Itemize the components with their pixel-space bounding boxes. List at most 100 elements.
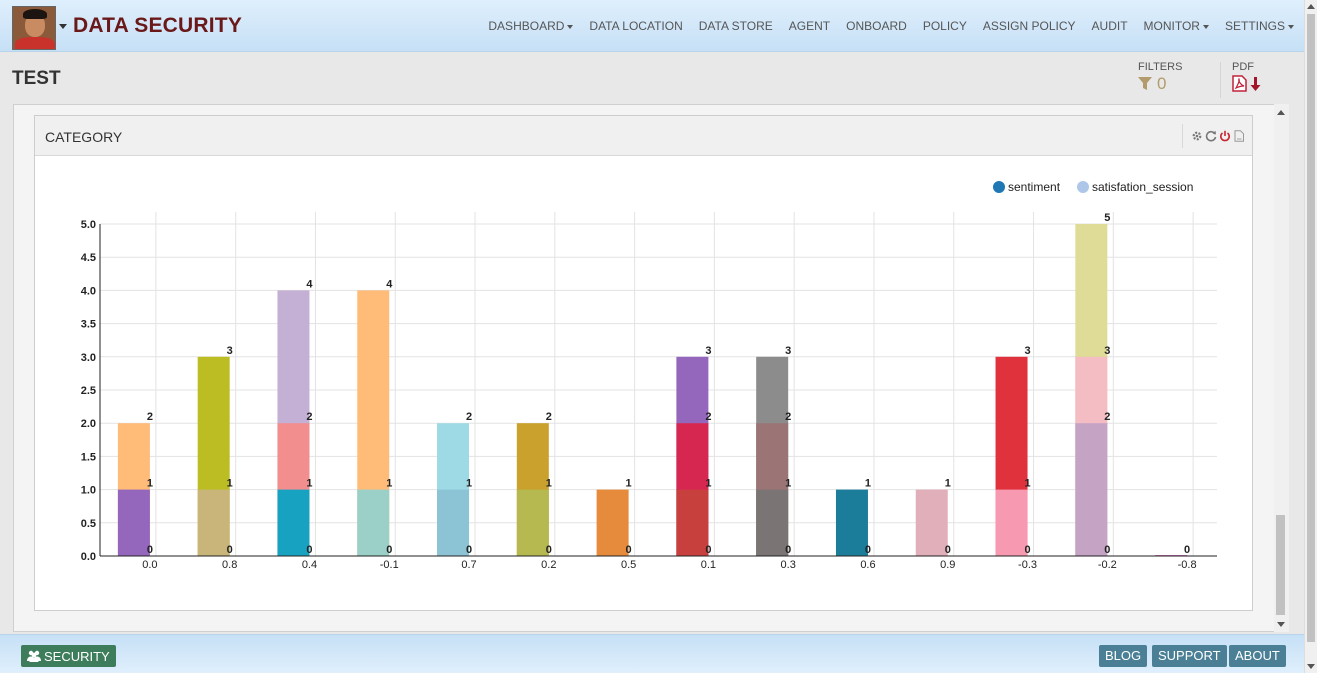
toolbar-divider: [1220, 62, 1221, 98]
x-tick-label: 0.9: [940, 559, 955, 571]
nav-audit[interactable]: AUDIT: [1091, 19, 1128, 33]
about-button[interactable]: ABOUT: [1229, 645, 1286, 667]
bar-segment[interactable]: [1075, 423, 1108, 556]
category-card: CATEGORY: [34, 115, 1253, 611]
support-button[interactable]: SUPPORT: [1152, 645, 1227, 667]
bar-segment[interactable]: [596, 489, 629, 556]
bar-segment[interactable]: [756, 489, 789, 556]
bar-value-label: 0: [1104, 544, 1110, 556]
y-tick-label: 1.0: [81, 485, 96, 497]
x-tick-label: -0.3: [1018, 559, 1037, 571]
legend-sentiment-label[interactable]: sentiment: [1008, 180, 1061, 194]
bar-value-label: 0: [227, 544, 233, 556]
bar-value-label: 1: [386, 478, 392, 490]
nav-settings[interactable]: SETTINGS: [1225, 19, 1294, 33]
legend-sentiment-swatch[interactable]: [993, 181, 1005, 193]
bar-value-label: 0: [386, 544, 392, 556]
security-button[interactable]: SECURITY: [21, 645, 116, 667]
brand-title: DATA SECURITY: [73, 14, 243, 37]
card-tools: [1182, 124, 1252, 148]
bar-value-label: 1: [147, 478, 153, 490]
window-scroll-down-icon[interactable]: [1307, 664, 1315, 669]
nav-policy[interactable]: POLICY: [922, 19, 967, 33]
bar-value-label: 3: [785, 345, 791, 357]
y-tick-label: 3.5: [81, 319, 96, 331]
nav-onboard[interactable]: ONBOARD: [846, 19, 907, 33]
nav-dashboard[interactable]: DASHBOARD: [488, 19, 573, 33]
bar-value-label: 0: [546, 544, 552, 556]
bar-value-label: 0: [147, 544, 153, 556]
gear-icon[interactable]: [1191, 130, 1203, 142]
legend-satisfation-session-label[interactable]: satisfation_session: [1092, 180, 1193, 194]
bar-value-label: 2: [466, 411, 472, 423]
window-scroll-thumb[interactable]: [1307, 14, 1315, 642]
scroll-up-icon[interactable]: [1277, 110, 1285, 115]
card-header: CATEGORY: [35, 116, 1252, 156]
bar-value-label: 1: [626, 478, 632, 490]
filters-control[interactable]: FILTERS 0: [1138, 61, 1182, 94]
footer-bar: SECURITY BLOG SUPPORT ABOUT: [0, 634, 1304, 673]
user-avatar[interactable]: [12, 6, 56, 50]
y-tick-label: 2.0: [81, 418, 96, 430]
x-tick-label: 0.2: [541, 559, 556, 571]
scroll-down-icon[interactable]: [1277, 622, 1285, 627]
bar-value-label: 5: [1104, 212, 1110, 224]
bar-segment[interactable]: [835, 489, 868, 556]
chart-bars: [117, 224, 1188, 556]
y-tick-label: 4.0: [81, 285, 96, 297]
window-scrollbar[interactable]: [1304, 0, 1317, 673]
bar-value-label: 4: [306, 278, 313, 290]
bar-value-label: 2: [147, 411, 153, 423]
bar-segment[interactable]: [676, 489, 709, 556]
bar-value-label: 3: [1024, 345, 1030, 357]
legend-satisfation-session-swatch[interactable]: [1077, 181, 1089, 193]
nav-assign-policy[interactable]: ASSIGN POLICY: [982, 19, 1076, 33]
security-button-label: SECURITY: [44, 648, 110, 664]
x-tick-label: 0.5: [621, 559, 636, 571]
pdf-file-icon[interactable]: [1232, 75, 1247, 92]
bar-segment[interactable]: [516, 489, 549, 556]
bar-segment[interactable]: [197, 489, 230, 556]
refresh-icon[interactable]: [1205, 130, 1217, 142]
bar-chart-svg: sentiment satisfation_session 0.0 0.5 1.0 1…: [81, 180, 1274, 571]
bar-segment[interactable]: [357, 489, 390, 556]
bar-value-label: 2: [705, 411, 711, 423]
chart-axes: 0.0 0.5 1.0 1.5 2.0 2.5 3.0 3.5 4.0 4.5 5.0 0.0 0.8 0…: [81, 219, 1217, 571]
nav-data-location[interactable]: DATA LOCATION: [589, 19, 683, 33]
bar-value-label: 3: [705, 345, 711, 357]
x-tick-label: -0.2: [1098, 559, 1117, 571]
nav-monitor[interactable]: MONITOR: [1144, 19, 1209, 33]
bar-value-label: 1: [1024, 478, 1030, 490]
bar-segment[interactable]: [437, 489, 470, 556]
bar-segment[interactable]: [117, 489, 150, 556]
bar-value-label: 0: [945, 544, 951, 556]
bar-value-label: 0: [306, 544, 312, 556]
panel-scrollbar[interactable]: [1274, 104, 1289, 632]
bar-segment[interactable]: [995, 489, 1028, 556]
bar-value-label: 4: [386, 278, 393, 290]
window-scroll-up-icon[interactable]: [1307, 4, 1315, 9]
x-tick-label: -0.1: [380, 559, 399, 571]
power-icon[interactable]: [1219, 130, 1231, 142]
bar-value-label: 0: [865, 544, 871, 556]
y-tick-label: 5.0: [81, 219, 96, 231]
page-title: TEST: [12, 68, 61, 89]
file-icon[interactable]: [1233, 130, 1245, 142]
bar-segment[interactable]: [277, 489, 310, 556]
download-arrow-icon[interactable]: [1250, 75, 1261, 92]
y-tick-label: 1.5: [81, 451, 96, 463]
bar-segment[interactable]: [915, 489, 948, 556]
blog-button[interactable]: BLOG: [1099, 645, 1148, 667]
pdf-label: PDF: [1232, 61, 1254, 73]
bar-value-label: 1: [466, 478, 472, 490]
scroll-thumb[interactable]: [1276, 515, 1285, 615]
bar-value-label: 2: [546, 411, 552, 423]
bar-value-label: 0: [1184, 544, 1190, 556]
nav-data-store[interactable]: DATA STORE: [698, 19, 773, 33]
nav-agent[interactable]: AGENT: [788, 19, 831, 33]
top-navbar: DATA SECURITY DASHBOARD DATA LOCATION DA…: [0, 0, 1304, 52]
bar-value-label: 1: [705, 478, 711, 490]
user-menu-caret-icon[interactable]: [59, 24, 67, 29]
bar-value-label: 2: [785, 411, 791, 423]
bar-value-label: 1: [945, 478, 951, 490]
